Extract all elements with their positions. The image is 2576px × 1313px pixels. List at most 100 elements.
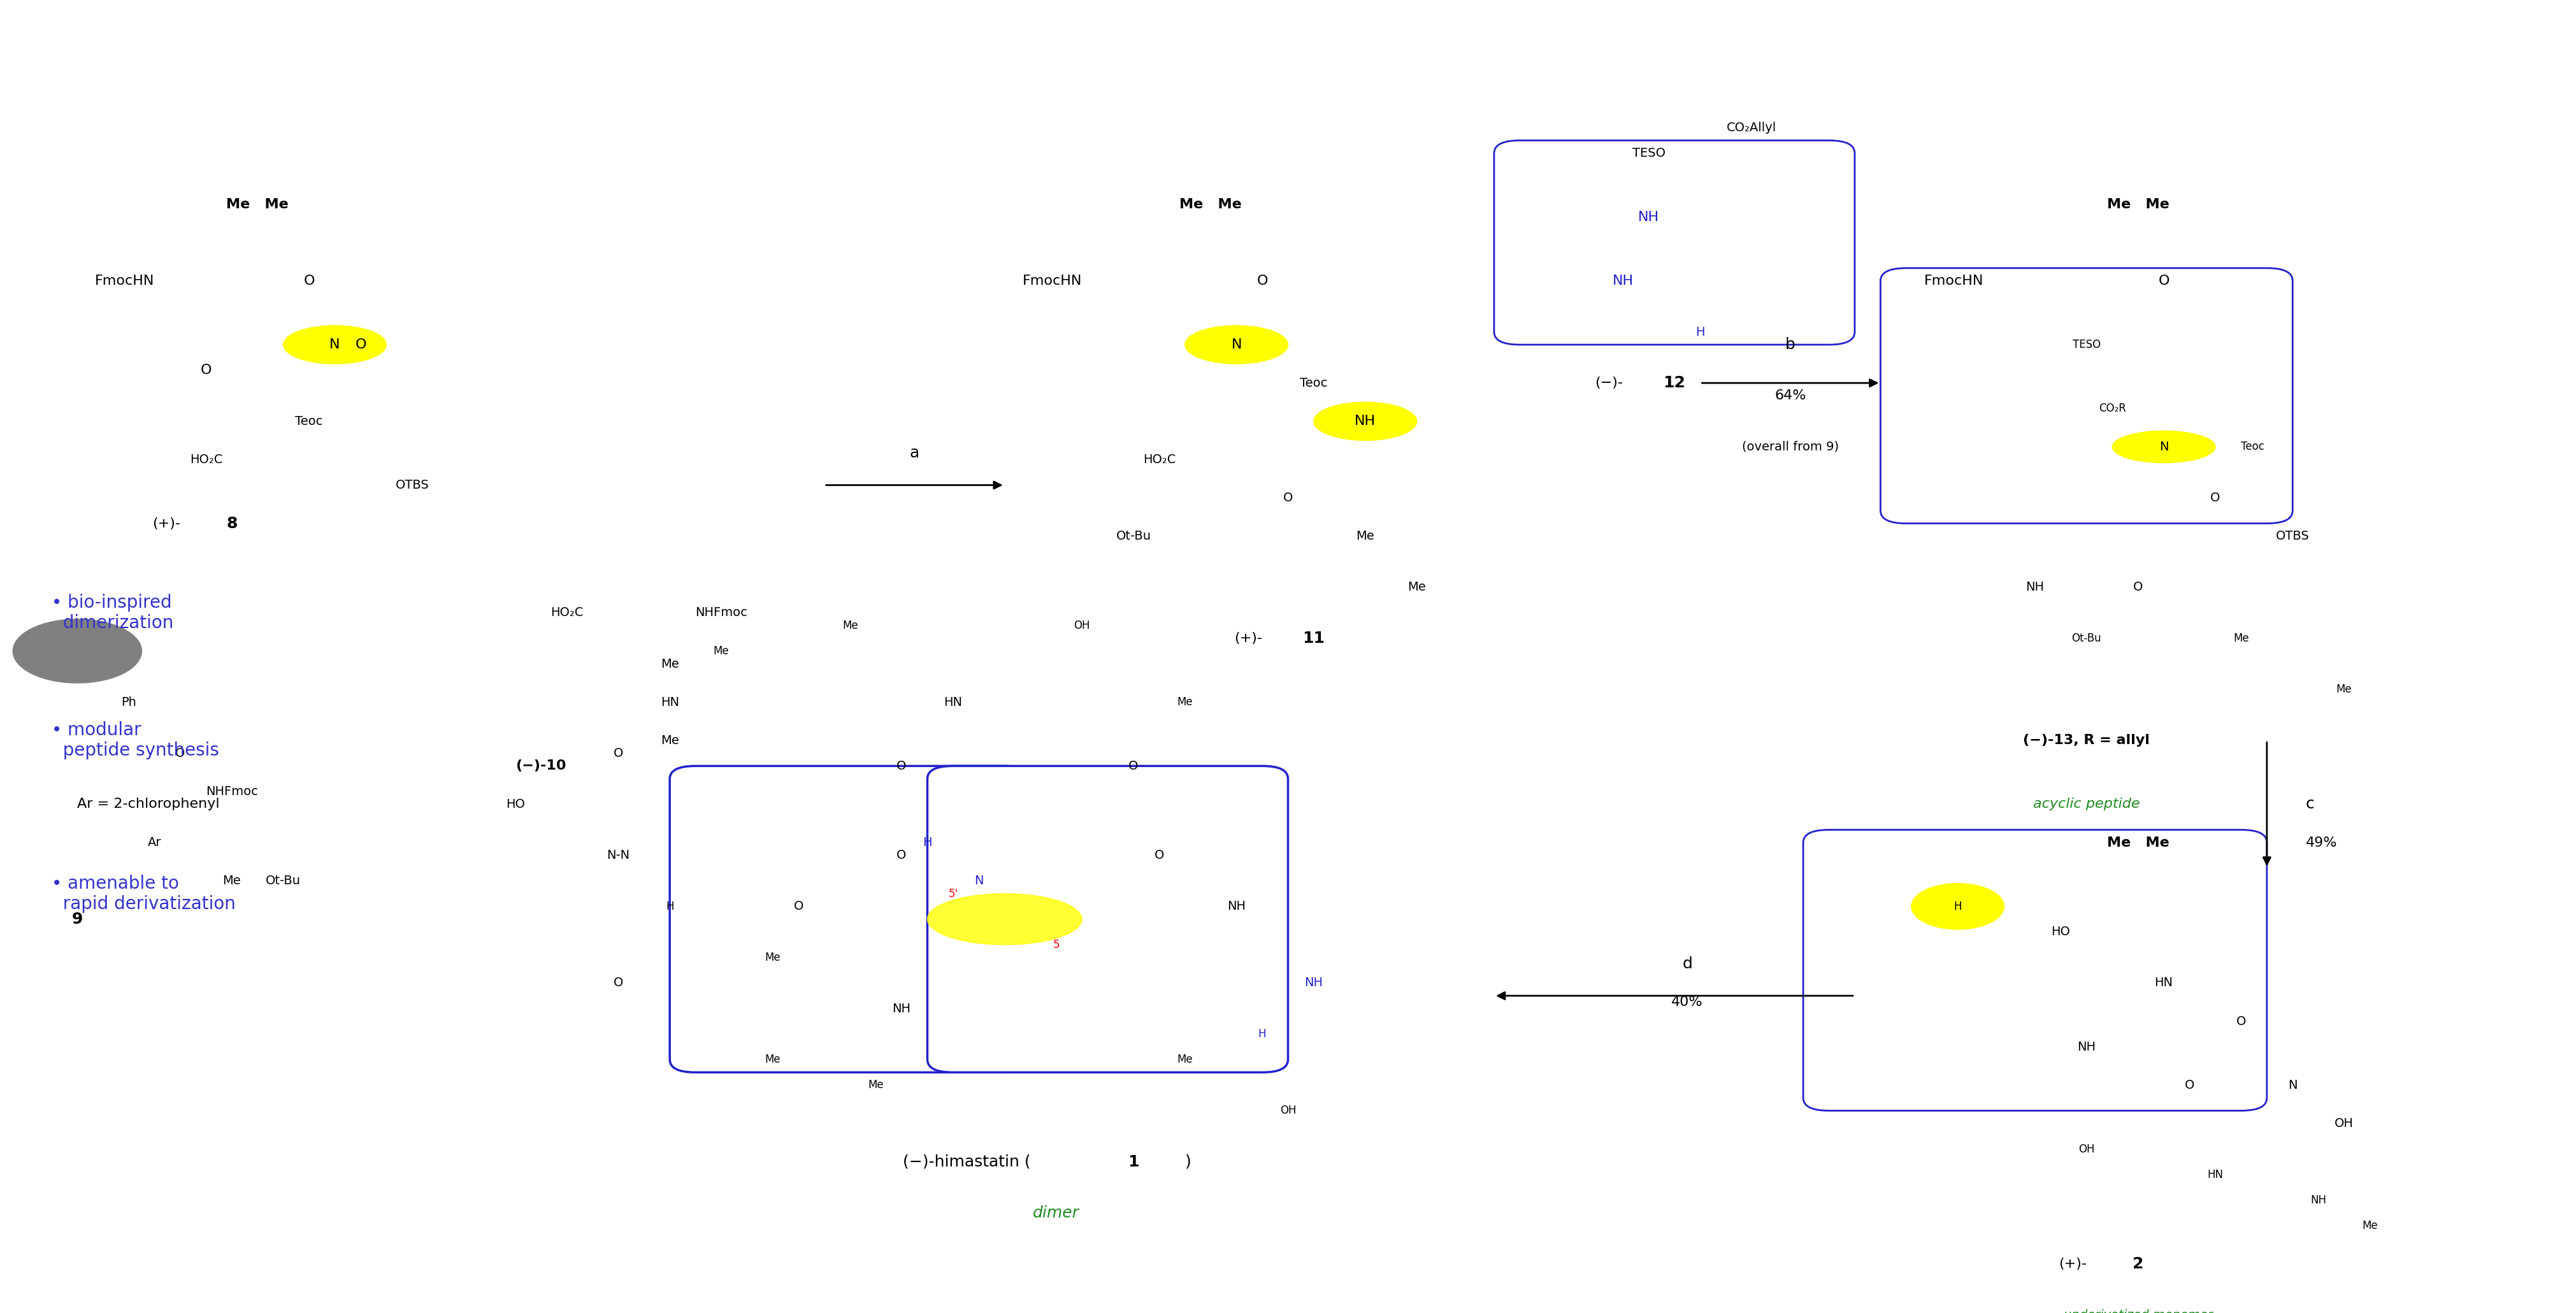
Text: O: O <box>896 850 907 861</box>
Text: H: H <box>922 836 933 848</box>
Text: O: O <box>613 747 623 759</box>
Text: HN: HN <box>2154 977 2174 989</box>
Text: O: O <box>201 364 211 377</box>
Text: H: H <box>1695 326 1705 337</box>
Text: NH: NH <box>2025 582 2045 593</box>
Text: Me: Me <box>1406 582 1427 593</box>
Text: Ot-Bu: Ot-Bu <box>1115 530 1151 542</box>
Text: Me: Me <box>842 620 858 632</box>
Text: Me: Me <box>765 952 781 964</box>
Text: HN: HN <box>2208 1169 2223 1180</box>
Text: OH: OH <box>2334 1117 2354 1129</box>
Text: a: a <box>909 445 920 461</box>
Text: HO₂C: HO₂C <box>551 607 582 618</box>
Text: • modular
  peptide synthesis: • modular peptide synthesis <box>52 721 219 760</box>
Text: 5: 5 <box>1054 939 1059 951</box>
Text: CO₂R: CO₂R <box>2099 403 2125 414</box>
Text: HO₂C: HO₂C <box>191 453 222 466</box>
Text: FmocHN: FmocHN <box>1924 274 1984 288</box>
Ellipse shape <box>1314 402 1417 440</box>
Text: Teoc: Teoc <box>2241 441 2264 453</box>
Text: 12: 12 <box>1664 376 1685 391</box>
Text: Me: Me <box>659 734 680 747</box>
Text: Me: Me <box>2233 633 2249 645</box>
Ellipse shape <box>2112 431 2215 462</box>
Text: Me   Me: Me Me <box>2107 836 2169 850</box>
Text: Me: Me <box>222 874 242 886</box>
Text: Me: Me <box>1177 1054 1193 1065</box>
Text: Me   Me: Me Me <box>1180 198 1242 210</box>
Text: NH: NH <box>891 1003 912 1015</box>
Text: N: N <box>330 339 340 351</box>
Text: ): ) <box>1185 1154 1190 1170</box>
Text: d: d <box>1682 956 1692 972</box>
Text: Me: Me <box>659 658 680 670</box>
Text: OH: OH <box>2079 1144 2094 1154</box>
Text: • amenable to
  rapid derivatization: • amenable to rapid derivatization <box>52 874 234 913</box>
Text: 1: 1 <box>1128 1154 1139 1170</box>
Text: (−)-himastatin (: (−)-himastatin ( <box>902 1154 1030 1170</box>
Text: 9: 9 <box>72 911 82 927</box>
Text: 11: 11 <box>1303 630 1324 646</box>
Text: (+)-: (+)- <box>2058 1258 2087 1270</box>
Text: (−)-: (−)- <box>1595 377 1623 390</box>
Text: 64%: 64% <box>1775 390 1806 402</box>
Text: NH: NH <box>2311 1195 2326 1205</box>
Text: • bio-inspired
  dimerization: • bio-inspired dimerization <box>52 593 173 632</box>
Text: (+)-: (+)- <box>152 517 180 529</box>
Text: TESO: TESO <box>2074 339 2099 351</box>
Text: N-N: N-N <box>608 850 629 861</box>
Text: OH: OH <box>1280 1106 1296 1116</box>
Text: O: O <box>2159 274 2169 288</box>
Text: O: O <box>793 901 804 913</box>
Ellipse shape <box>927 894 1082 944</box>
FancyBboxPatch shape <box>927 765 1288 1073</box>
FancyBboxPatch shape <box>670 765 1030 1073</box>
Text: OH: OH <box>1074 620 1090 632</box>
Text: c: c <box>2306 797 2313 811</box>
Text: HO: HO <box>505 798 526 810</box>
Text: (overall from 9): (overall from 9) <box>1741 441 1839 453</box>
Text: Ar = 2-chlorophenyl: Ar = 2-chlorophenyl <box>77 798 219 810</box>
Circle shape <box>13 620 142 683</box>
Text: Me: Me <box>2362 1220 2378 1232</box>
Text: N: N <box>974 874 984 886</box>
Text: O: O <box>304 274 314 288</box>
Text: Teoc: Teoc <box>1301 377 1327 389</box>
Text: N: N <box>1231 339 1242 351</box>
Text: O: O <box>175 747 185 759</box>
Text: 40%: 40% <box>1672 995 1703 1008</box>
Text: O: O <box>1154 850 1164 861</box>
Text: NH: NH <box>1226 901 1247 913</box>
Text: O: O <box>1128 760 1139 772</box>
Text: O: O <box>2210 492 2221 504</box>
Text: dimer: dimer <box>1033 1205 1079 1220</box>
Text: Ot-Bu: Ot-Bu <box>2071 633 2102 645</box>
Circle shape <box>1911 884 2004 930</box>
Text: CO₂Allyl: CO₂Allyl <box>1726 122 1777 134</box>
Text: Me: Me <box>2336 684 2352 695</box>
Ellipse shape <box>1185 326 1288 364</box>
Text: H: H <box>665 901 675 913</box>
Text: underivatized monomer: underivatized monomer <box>2063 1309 2213 1313</box>
Text: Me: Me <box>1177 696 1193 708</box>
FancyBboxPatch shape <box>1880 268 2293 524</box>
Text: OTBS: OTBS <box>394 479 430 491</box>
Text: FmocHN: FmocHN <box>95 274 155 288</box>
Text: Me: Me <box>1355 530 1376 542</box>
Text: NH: NH <box>2076 1041 2097 1053</box>
Text: NHFmoc: NHFmoc <box>206 785 258 797</box>
Text: NH: NH <box>1638 210 1659 223</box>
Text: (−)-13, R = allyl: (−)-13, R = allyl <box>2022 734 2151 747</box>
Text: Ar: Ar <box>147 836 162 848</box>
Text: 49%: 49% <box>2306 836 2336 850</box>
Text: OTBS: OTBS <box>2275 530 2311 542</box>
Text: O: O <box>2133 582 2143 593</box>
Text: H: H <box>1257 1028 1267 1040</box>
Text: NH: NH <box>1355 415 1376 428</box>
Text: (−)-10: (−)-10 <box>515 760 567 772</box>
Text: Me: Me <box>868 1079 884 1091</box>
Text: (+)-: (+)- <box>1234 632 1262 645</box>
Text: NH: NH <box>1613 274 1633 288</box>
Text: Me: Me <box>714 646 729 656</box>
